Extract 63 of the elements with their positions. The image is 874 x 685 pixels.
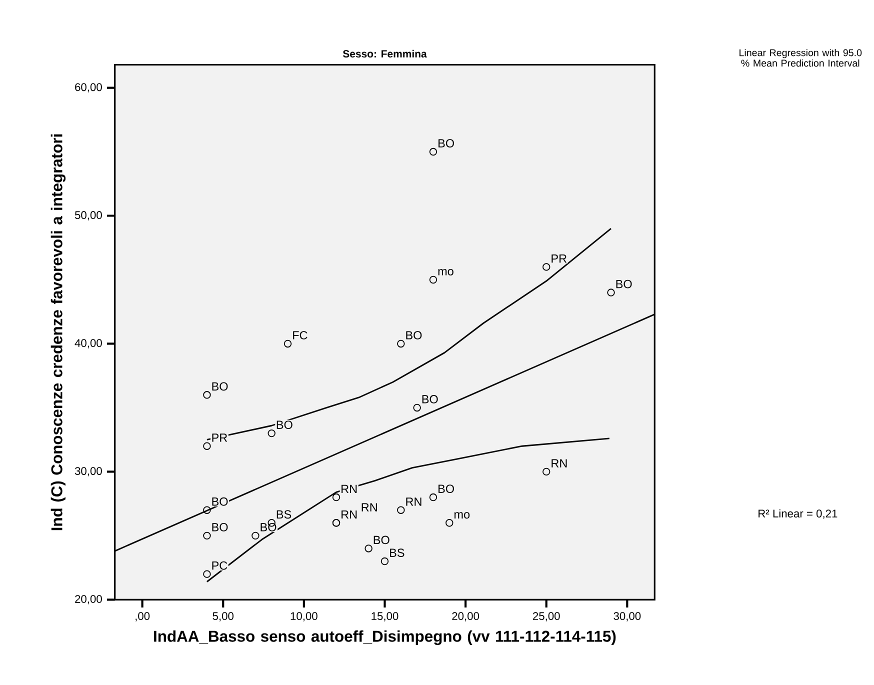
annotation: BO [212,497,228,506]
point [607,288,615,296]
annotation: RN [342,510,357,519]
y-tick-label: 30,00 [74,467,102,476]
annotation: FC [293,331,308,340]
annotation: BS [390,548,404,557]
x-tick-label: ,00 [136,612,150,622]
chart-title: Sesso: Femmina [342,50,427,58]
x-tick-label: 25,00 [533,612,560,622]
point [252,532,260,540]
annotation: PR [552,254,566,263]
annotation: RN [362,503,377,512]
point [203,570,211,578]
point [364,544,372,552]
x-tick-label: 30,00 [614,612,641,622]
line-series [206,228,612,440]
point [413,404,421,412]
point [284,340,292,348]
x-tick-label: 15,00 [372,612,398,622]
y-tick-label: 40,00 [74,339,102,348]
annotation: RN [342,484,357,493]
annotation: BO [438,139,454,148]
annotation: BS [276,510,292,519]
point [397,506,405,514]
text: Linear Regression with 95.0 % Mean Prediction Interval [740,48,862,67]
point [268,429,276,438]
annotation: BO [616,280,632,288]
point [332,493,340,502]
annotation: BO [374,536,390,544]
point [542,468,550,476]
annotation: BO [406,331,422,340]
annotation: mo [438,268,454,276]
annotation: BO [276,420,292,429]
point [446,519,454,527]
x-axis-title: IndAA_Basso senso autoeff_Disimpegno (vv 111-112-114-115) [154,630,616,645]
point [429,148,438,156]
annotation: PR [212,434,228,442]
text: R² Linear = 0,21 [758,509,838,519]
annotation: BO [438,484,454,493]
annotation: BO [212,382,228,391]
x-tick-label: 5,00 [212,612,234,622]
y-tick-label: 60,00 [75,83,102,92]
y-tick-label: 20,00 [75,595,102,604]
point [203,442,211,450]
point [397,340,405,348]
annotation: BO [212,523,228,532]
point [429,276,438,284]
y-axis-title: Ind (C) Conoscenze credenze favorevoli a integratori [50,134,66,530]
y-tick-label: 50,00 [74,211,102,220]
point [542,263,550,271]
point [203,532,211,540]
annotation: BO [260,523,276,532]
annotation: mo [454,512,470,519]
point [203,506,211,514]
point [429,493,438,502]
point [203,391,211,399]
x-tick-label: 20,00 [452,612,480,622]
annotation: BO [422,395,438,404]
point [380,557,389,566]
annotation: RN [552,459,567,468]
annotation: RN [406,498,422,506]
annotation: PC [212,561,228,570]
x-tick-label: 10,00 [290,612,318,622]
